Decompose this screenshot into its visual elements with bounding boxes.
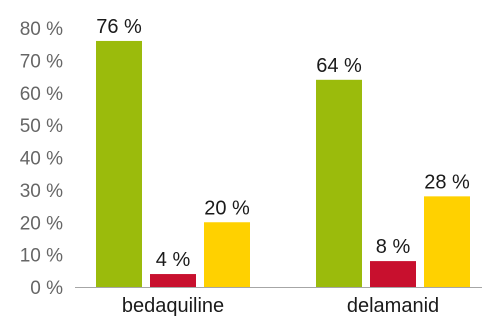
data-label: 76 % bbox=[96, 16, 142, 38]
bar bbox=[370, 261, 416, 287]
data-label: 28 % bbox=[424, 171, 470, 193]
category-label: delamanid bbox=[347, 295, 439, 317]
y-tick-label: 40 % bbox=[20, 149, 63, 170]
data-labels: 76 % 4 % 20 % 64 % 8 % 28 % bbox=[96, 16, 470, 271]
bar bbox=[204, 222, 250, 287]
y-tick-label: 60 % bbox=[20, 84, 63, 105]
y-tick-label: 80 % bbox=[20, 19, 63, 40]
y-tick-label: 50 % bbox=[20, 116, 63, 137]
bar bbox=[424, 196, 470, 287]
y-tick-label: 10 % bbox=[20, 246, 63, 267]
y-tick-label: 20 % bbox=[20, 213, 63, 234]
bar bbox=[316, 79, 362, 287]
bars bbox=[96, 40, 470, 288]
y-tick-label: 70 % bbox=[20, 51, 63, 72]
bar bbox=[150, 274, 196, 287]
category-label: bedaquiline bbox=[122, 295, 224, 317]
data-label: 8 % bbox=[376, 236, 411, 258]
y-tick-label: 30 % bbox=[20, 181, 63, 202]
data-label: 64 % bbox=[316, 55, 362, 77]
data-label: 4 % bbox=[156, 249, 191, 271]
x-axis-categories: bedaquiline delamanid bbox=[122, 295, 439, 317]
y-tick-label: 0 % bbox=[30, 278, 63, 299]
y-axis: 0 % 10 % 20 % 30 % 40 % 50 % 60 % 70 % 80 % bbox=[20, 19, 63, 299]
bar bbox=[96, 40, 142, 288]
data-label: 20 % bbox=[204, 197, 250, 219]
